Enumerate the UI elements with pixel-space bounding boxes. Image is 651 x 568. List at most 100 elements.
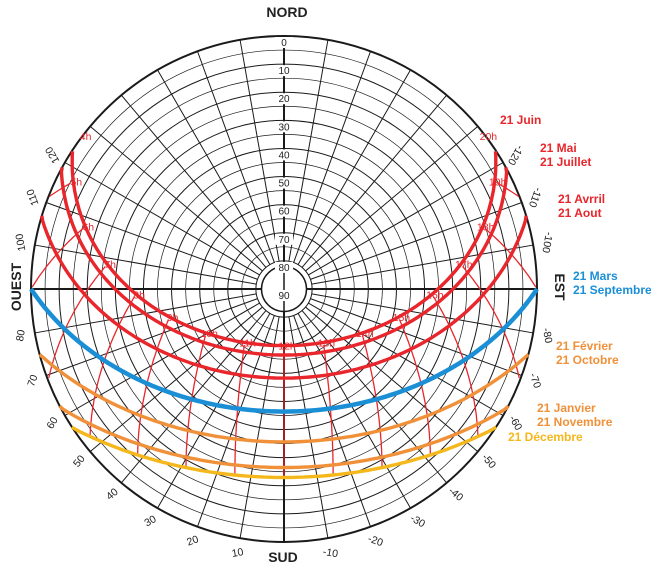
azimuth-radial: [288, 39, 329, 262]
date-line: 21 Février: [556, 339, 613, 353]
azimuth-radial: [120, 94, 267, 268]
sun-path-curve: [40, 215, 528, 380]
altitude-label-bg: [275, 93, 293, 105]
west-label: OUEST: [8, 262, 24, 311]
date-line: 21 Janvier: [537, 401, 596, 415]
hour-line: [497, 182, 520, 198]
azimuth-radial: [89, 306, 263, 453]
sun-path-curve: [59, 167, 509, 357]
date-line: 21 Avrril: [558, 192, 605, 206]
azimuth-radial: [305, 125, 479, 272]
hour-label: 14h: [356, 328, 374, 340]
azimuth-label: 70: [25, 373, 40, 388]
azimuth-radial: [196, 51, 275, 263]
azimuth-radial: [311, 244, 534, 285]
altitude-label-bg: [275, 121, 293, 133]
south-label: SUD: [268, 549, 298, 565]
altitude-label: 30: [278, 122, 290, 133]
hour-label: 20h: [480, 131, 498, 143]
hour-label: 18h: [477, 222, 495, 234]
azimuth-radial: [64, 162, 260, 276]
altitude-label: 90: [278, 291, 290, 302]
altitude-label: 50: [278, 179, 290, 190]
azimuth-radial: [301, 310, 448, 484]
azimuth-radial: [305, 306, 479, 453]
east-label: EST: [552, 273, 568, 301]
hour-label: 10h: [200, 328, 218, 340]
azimuth-radial: [310, 201, 522, 280]
altitude-label-bg: [275, 149, 293, 161]
altitude-label-bg: [275, 205, 293, 217]
sun-path-date-label: 21 Février 21 Octobre: [556, 339, 619, 367]
azimuth-radial: [46, 298, 258, 377]
azimuth-radial: [293, 315, 372, 527]
date-line: 21 Novembre: [537, 415, 613, 429]
hour-label: 5h: [70, 177, 82, 189]
azimuth-label: 50: [71, 453, 88, 470]
azimuth-label: -50: [479, 452, 498, 471]
altitude-label: 70: [278, 235, 290, 246]
altitude-label: 40: [278, 150, 290, 161]
date-line: 21 Octobre: [556, 353, 619, 367]
hour-label: 13h: [318, 338, 336, 350]
azimuth-label: 80: [14, 329, 28, 343]
sun-path-date-label: 21 Avrril 21 Aout: [558, 192, 605, 220]
date-line: 21 Mars: [573, 269, 618, 283]
azimuth-radial: [293, 51, 372, 263]
date-line: 21 Septembre: [573, 283, 651, 297]
hour-label: 19h: [489, 177, 507, 189]
azimuth-label: 30: [142, 513, 158, 529]
altitude-label: 10: [278, 66, 290, 77]
labels: NORD SUD EST OUEST 0 10 20 30 40 50 60 70 80 90 -1…: [8, 4, 651, 565]
azimuth-radial: [34, 244, 257, 285]
azimuth-radial: [89, 125, 263, 272]
hour-label: 12h: [278, 341, 296, 353]
altitude-label-bg: [275, 65, 293, 77]
azimuth-label: -10: [322, 546, 339, 560]
azimuth-label: -40: [446, 485, 465, 504]
north-label: NORD: [266, 4, 307, 20]
azimuth-radial: [196, 315, 275, 527]
azimuth-label: 110: [24, 187, 41, 207]
azimuth-label: 40: [104, 486, 121, 503]
hour-label: 16h: [426, 289, 444, 301]
azimuth-radial: [239, 316, 280, 539]
sun-path-curve: [70, 425, 498, 480]
azimuth-radial: [46, 201, 258, 280]
hour-label: 9h: [167, 312, 179, 324]
altitude-label-bg: [275, 177, 293, 189]
azimuth-label: 100: [13, 233, 28, 252]
azimuth-label: 60: [45, 415, 61, 431]
azimuth-radial: [239, 39, 280, 262]
azimuth-label: -30: [408, 512, 427, 530]
altitude-label-bg: [275, 37, 293, 48]
date-line: 21 Juin: [500, 113, 541, 127]
sun-path-date-label: 21 Décembre: [508, 430, 583, 444]
sun-path-curve: [38, 353, 530, 444]
sun-path-date-label: 21 Mars 21 Septembre: [573, 269, 651, 297]
altitude-label: 0: [281, 38, 287, 49]
azimuth-radial: [297, 69, 411, 265]
hour-label: 6h: [82, 222, 94, 234]
hour-line: [462, 265, 520, 379]
date-line: 21 Mai: [540, 141, 577, 155]
altitude-label: 80: [278, 263, 290, 274]
hour-label: 8h: [133, 289, 145, 301]
azimuth-radial: [120, 310, 267, 484]
azimuth-label: 20: [185, 533, 200, 548]
azimuth-label: -110: [526, 186, 544, 209]
sun-path-date-label: 21 Mai 21 Juillet: [540, 141, 591, 169]
sun-path-date-label: 21 Juin: [500, 113, 541, 127]
hour-label: 7h: [104, 259, 116, 271]
azimuth-radial: [157, 313, 271, 509]
sun-path-curve: [70, 151, 498, 348]
hour-label: 15h: [393, 312, 411, 324]
sun-path-curve: [58, 404, 510, 470]
sun-path-curves: [29, 151, 539, 480]
hour-label: 17h: [455, 259, 473, 271]
hour-label: 11h: [239, 338, 256, 350]
altitude-label: 20: [278, 94, 290, 105]
sun-path-date-label: 21 Janvier 21 Novembre: [537, 401, 613, 429]
azimuth-label: 120: [43, 144, 62, 165]
sun-path-curve: [29, 287, 539, 414]
